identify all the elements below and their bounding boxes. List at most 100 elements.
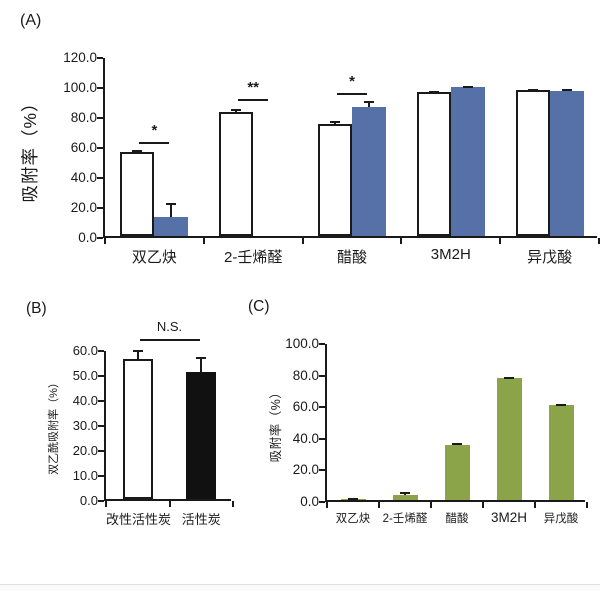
y-tick-mark [319, 437, 325, 440]
y-tick-mark [97, 57, 103, 59]
y-tick-label: 10.0 [72, 468, 98, 483]
bar [219, 111, 254, 236]
error-bar-cap [166, 203, 177, 205]
y-tick-label: 40.0 [292, 430, 319, 446]
bar [186, 371, 217, 499]
significance-line [238, 98, 269, 101]
significance-line [337, 92, 367, 95]
bar [496, 378, 522, 500]
bar [549, 90, 584, 236]
y-tick-mark [98, 400, 104, 402]
x-tick-mark [202, 238, 205, 244]
chart-a-y-axis-label: 吸附率（%） [20, 93, 40, 203]
bar [450, 86, 485, 236]
category-label: 改性活性炭 [106, 512, 172, 527]
error-bar-cap [132, 350, 143, 353]
category-label: 异戊酸 [543, 513, 579, 525]
error-bar-cap [364, 101, 374, 103]
significance-label: * [349, 72, 355, 90]
significance-line [139, 142, 170, 144]
x-tick-mark [168, 501, 171, 507]
y-tick-mark [319, 501, 325, 503]
category-label: 双乙炔 [131, 249, 177, 266]
y-tick-label: 0.0 [300, 494, 319, 509]
bar [548, 405, 574, 500]
y-tick-label: 0.0 [79, 493, 98, 508]
bottom-divider [0, 584, 600, 591]
bar [416, 92, 451, 236]
y-tick-mark [98, 350, 104, 352]
bar [352, 107, 386, 236]
x-tick-mark [482, 502, 484, 508]
y-tick-label: 20.0 [70, 200, 97, 215]
x-tick-mark [400, 238, 403, 244]
category-label: 异戊酸 [527, 249, 573, 266]
x-tick-mark [586, 502, 588, 508]
y-tick-label: 120.0 [63, 50, 97, 65]
x-tick-mark [430, 502, 432, 508]
category-label: 醋酸 [445, 513, 469, 525]
category-label: 2-壬烯醛 [224, 249, 283, 266]
x-tick-mark [598, 238, 600, 244]
error-bar-cap [400, 491, 410, 494]
x-tick-mark [326, 502, 328, 508]
panel-a-label: (A) [20, 12, 42, 29]
bar [515, 89, 550, 236]
y-tick-mark [319, 406, 325, 409]
y-tick-mark [98, 425, 104, 427]
category-label: 3M2H [430, 246, 471, 263]
x-tick-mark [378, 502, 380, 508]
y-tick-label: 30.0 [72, 418, 98, 433]
error-bar-line [200, 356, 203, 372]
y-tick-mark [98, 500, 104, 502]
y-tick-mark [319, 374, 325, 377]
error-bar-line [170, 203, 173, 218]
y-tick-label: 60.0 [292, 399, 319, 415]
error-bar-cap [132, 150, 143, 153]
y-tick-label: 40.0 [72, 393, 98, 408]
panel-b-label: (B) [26, 300, 47, 317]
error-bar-cap [561, 89, 572, 92]
error-bar-cap [452, 442, 462, 445]
significance-line [139, 338, 200, 341]
y-tick-mark [97, 237, 103, 239]
error-bar-cap [428, 90, 439, 93]
y-tick-mark [97, 177, 103, 179]
error-bar-cap [462, 86, 473, 88]
error-bar-cap [330, 121, 340, 124]
y-tick-label: 80.0 [292, 367, 319, 383]
y-tick-label: 20.0 [72, 443, 98, 458]
bar [444, 444, 470, 500]
y-tick-mark [319, 469, 325, 472]
y-tick-mark [97, 117, 103, 119]
bar [122, 359, 153, 499]
y-tick-label: 80.0 [70, 110, 97, 125]
y-tick-mark [98, 475, 104, 477]
y-tick-label: 60.0 [70, 140, 97, 155]
error-bar-line [136, 350, 139, 359]
error-bar-cap [231, 108, 242, 111]
category-label: 活性炭 [181, 512, 221, 527]
y-tick-label: 60.0 [72, 343, 98, 358]
error-bar-cap [504, 377, 514, 380]
chart-c-plot: 100.0 80.0 60.0 40.0 20.0 0.0 双乙炔 2-壬烯醛 醋酸 3M2H 异戊… [285, 336, 588, 525]
y-tick-label: 20.0 [292, 462, 319, 478]
error-bar-cap [556, 404, 566, 407]
bar [318, 123, 352, 236]
error-bar-cap [348, 498, 358, 501]
y-tick-label: 40.0 [70, 170, 97, 185]
y-tick-mark [98, 450, 104, 452]
y-tick-label: 0.0 [78, 230, 97, 245]
category-label: 双乙炔 [335, 513, 371, 525]
y-tick-label: 100.0 [63, 80, 97, 95]
x-tick-mark [499, 238, 502, 244]
significance-label: N.S. [156, 318, 183, 334]
significance-label: ** [247, 78, 260, 96]
x-tick-mark [105, 501, 107, 507]
x-tick-mark [232, 501, 234, 507]
chart-b-plot: 60.0 50.0 40.0 30.0 20.0 10.0 0.0 改性活性炭 活性炭 N.S. [73, 319, 234, 527]
error-bar-line [368, 101, 370, 107]
y-tick-label: 100.0 [285, 336, 319, 351]
error-bar-cap [196, 356, 207, 359]
